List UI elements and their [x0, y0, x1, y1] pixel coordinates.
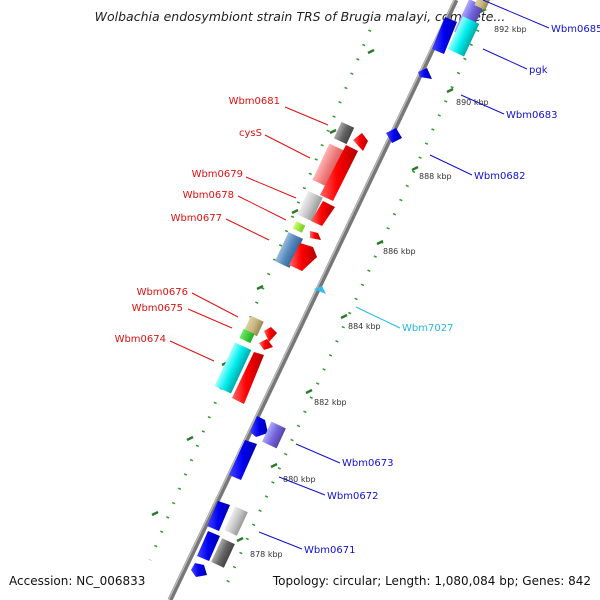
label-wbm0679[interactable]: Wbm0679	[192, 169, 243, 180]
label-wbm0671[interactable]: Wbm0671	[304, 545, 355, 556]
scale-ticks	[151, 7, 487, 543]
arrow-wbm0674	[232, 352, 264, 404]
gene-wbm0675[interactable]	[239, 328, 255, 344]
arrow-wbm0677	[310, 231, 321, 240]
gene-wbm0673[interactable]	[262, 421, 286, 449]
forward-strand-genes	[191, 0, 492, 577]
label-wbm0673[interactable]: Wbm0673	[342, 458, 393, 469]
gene-wbm0677[interactable]	[274, 232, 304, 268]
gene-wbm0679[interactable]	[297, 190, 323, 222]
label-wbm0685[interactable]: Wbm0685	[551, 24, 600, 35]
accession-label: Accession: NC_006833	[9, 574, 146, 588]
gene-wbm0676[interactable]	[244, 315, 264, 337]
scale-labels: 878 kbp 880 kbp 882 kbp 884 kbp 886 kbp …	[250, 25, 527, 559]
scale-label-884: 884 kbp	[348, 322, 381, 331]
arrow-wbm0678	[289, 243, 317, 271]
label-cyss[interactable]: cysS	[239, 128, 262, 139]
label-pgk[interactable]: pgk	[529, 65, 548, 76]
map-title: Wolbachia endosymbiont strain TRS of Bru…	[94, 9, 506, 24]
gene-wbm0671-a[interactable]	[207, 501, 230, 531]
label-wbm7027[interactable]: Wbm7027	[402, 323, 453, 334]
label-wbm0677[interactable]: Wbm0677	[171, 213, 222, 224]
forward-gene-labels: Wbm0685 pgk Wbm0683 Wbm0682 Wbm7027 Wbm0…	[304, 24, 600, 556]
arrow-wbm0676	[264, 327, 277, 342]
scale-label-886: 886 kbp	[383, 247, 416, 256]
tick-ring-right	[223, 29, 480, 589]
reverse-strand-genes	[214, 121, 355, 394]
label-wbm0683[interactable]: Wbm0683	[506, 110, 557, 121]
gene-wbm0682[interactable]	[386, 128, 402, 143]
scale-label-888: 888 kbp	[419, 172, 452, 181]
gene-wbm7027[interactable]	[314, 286, 326, 294]
reverse-arrows	[232, 133, 368, 404]
gene-wbm0673-a[interactable]	[250, 416, 268, 437]
label-wbm0678[interactable]: Wbm0678	[183, 190, 234, 201]
scale-label-882: 882 kbp	[314, 398, 347, 407]
label-wbm0681[interactable]: Wbm0681	[229, 96, 280, 107]
scale-label-880: 880 kbp	[283, 475, 316, 484]
scale-label-890: 890 kbp	[456, 98, 489, 107]
arrow-wbm0675	[259, 339, 273, 350]
gene-wbm0674[interactable]	[214, 342, 252, 394]
reverse-gene-labels: Wbm0681 cysS Wbm0679 Wbm0678 Wbm0677 Wbm…	[115, 96, 280, 345]
scale-label-892: 892 kbp	[494, 25, 527, 34]
arrow-wbm0679-a	[311, 201, 335, 226]
scale-label-878: 878 kbp	[250, 550, 283, 559]
gene-pgk[interactable]	[447, 16, 480, 57]
label-wbm0676[interactable]: Wbm0676	[137, 287, 188, 298]
topology-label: Topology: circular; Length: 1,080,084 bp…	[272, 574, 591, 588]
genome-backbone	[167, 0, 459, 600]
gene-wbm0671[interactable]	[224, 506, 248, 536]
gene-wbm0672[interactable]	[229, 440, 257, 480]
arrow-wbm0681	[320, 145, 358, 201]
label-wbm0672[interactable]: Wbm0672	[327, 491, 378, 502]
gene-cyss[interactable]	[312, 143, 348, 189]
label-wbm0682[interactable]: Wbm0682	[474, 171, 525, 182]
gene-pgk-arrow[interactable]	[432, 17, 457, 54]
arrow-cyss	[353, 133, 368, 151]
gene-wbm0681[interactable]	[333, 121, 355, 145]
label-wbm0674[interactable]: Wbm0674	[115, 334, 166, 345]
label-leaders	[169, 0, 550, 550]
label-wbm0675[interactable]: Wbm0675	[132, 303, 183, 314]
gene-wbm0670-a[interactable]	[197, 531, 220, 561]
gene-wbm0678[interactable]	[292, 221, 306, 233]
gene-wbm0683[interactable]	[418, 68, 432, 79]
